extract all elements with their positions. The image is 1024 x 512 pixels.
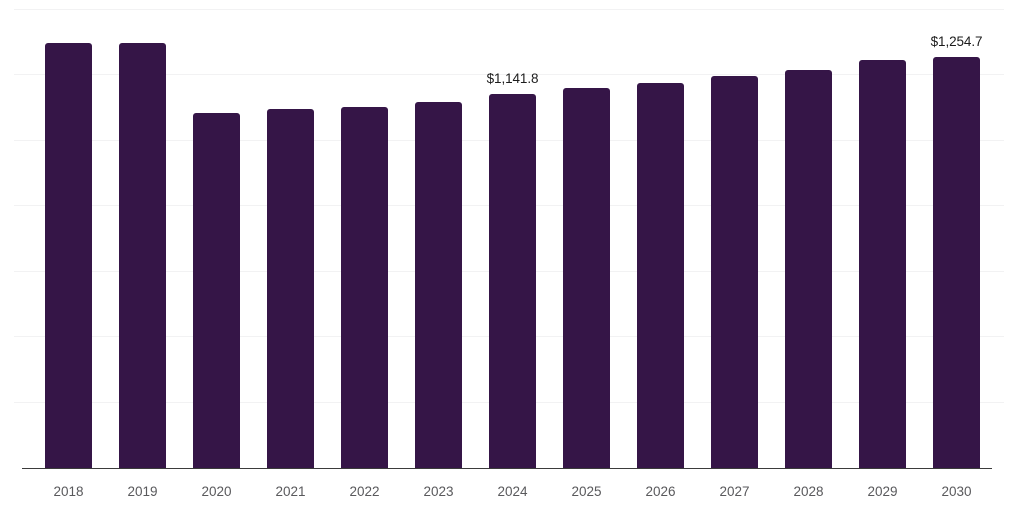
x-tick-label-2027: 2027: [719, 484, 750, 499]
plot-area: $1,141.8 $1,254.7: [45, 33, 983, 468]
bar-2028[interactable]: [785, 69, 832, 468]
x-tick-label-2024: 2024: [497, 484, 528, 499]
bar-2020[interactable]: [193, 113, 240, 468]
x-tick-label-2025: 2025: [571, 484, 602, 499]
bar-value-label-2030: $1,254.7: [930, 33, 983, 49]
x-tick-label-2021: 2021: [275, 484, 306, 499]
x-tick-label-2029: 2029: [867, 484, 898, 499]
bar-2019[interactable]: [119, 42, 166, 468]
bar-2025[interactable]: [563, 87, 610, 468]
x-tick-label-2019: 2019: [127, 484, 158, 499]
bar-2023[interactable]: [415, 102, 462, 468]
bar-2022[interactable]: [341, 107, 388, 468]
bar-2027[interactable]: [711, 75, 758, 468]
bar-2029[interactable]: [859, 60, 906, 468]
bar-value-label-2024: $1,141.8: [486, 70, 539, 86]
x-tick-label-2026: 2026: [645, 484, 676, 499]
bar-2018[interactable]: [45, 42, 92, 468]
bar-2026[interactable]: [637, 82, 684, 468]
x-tick-label-2022: 2022: [349, 484, 380, 499]
bar-2021[interactable]: [267, 109, 314, 468]
x-tick-label-2023: 2023: [423, 484, 454, 499]
x-tick-label-2018: 2018: [53, 484, 84, 499]
bar-2024[interactable]: [489, 93, 536, 468]
x-tick-label-2030: 2030: [941, 484, 972, 499]
x-tick-label-2020: 2020: [201, 484, 232, 499]
bar-2030[interactable]: [933, 56, 980, 468]
x-axis-line: [22, 467, 992, 470]
x-tick-label-2028: 2028: [793, 484, 824, 499]
